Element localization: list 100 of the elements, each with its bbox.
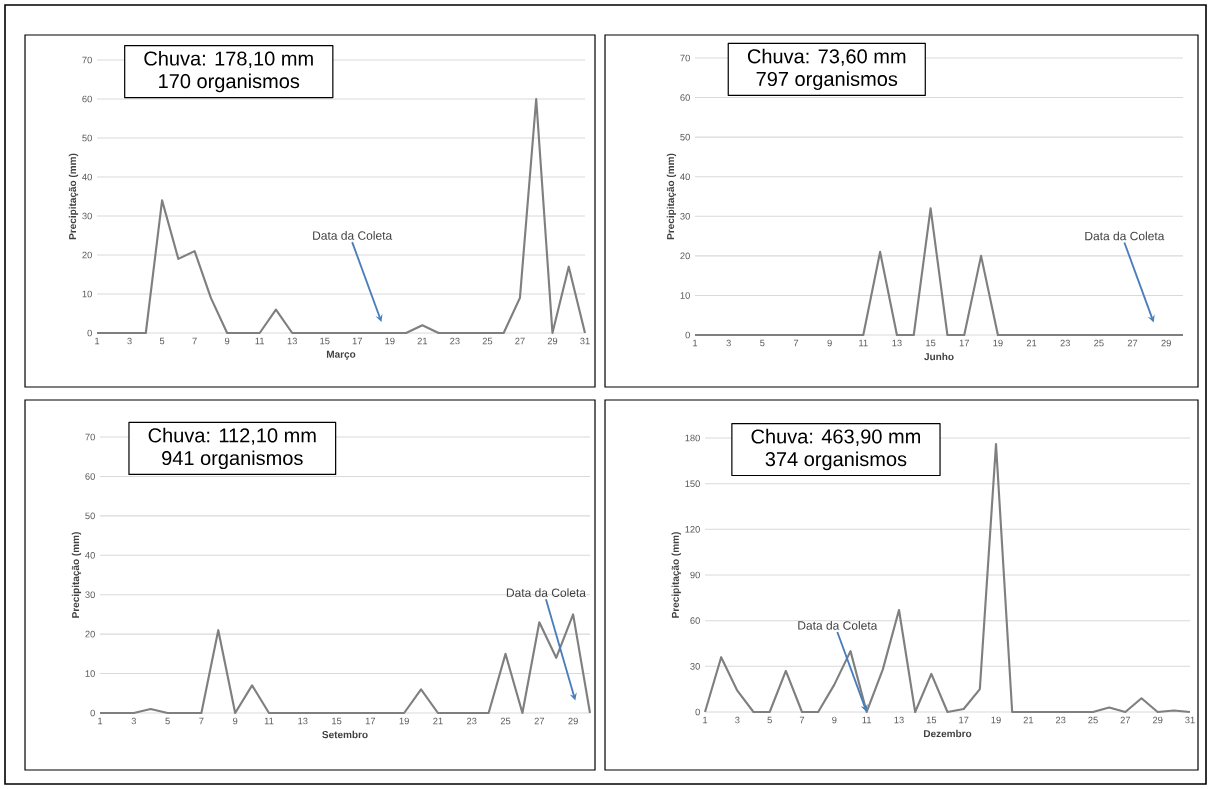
x-tick-label: 7 bbox=[799, 716, 805, 724]
y-tick-label: 70 bbox=[82, 56, 92, 64]
y-tick-label: 20 bbox=[82, 251, 92, 259]
x-axis-title: Março bbox=[326, 350, 356, 360]
x-tick-label: 5 bbox=[165, 717, 170, 725]
x-tick-label: 27 bbox=[1127, 339, 1138, 347]
x-tick-label: 15 bbox=[926, 716, 937, 724]
x-tick-label: 13 bbox=[287, 337, 297, 345]
x-tick-label: 3 bbox=[131, 717, 136, 725]
annotation: 941 organismos bbox=[162, 450, 303, 470]
x-tick-label: 1 bbox=[98, 717, 103, 725]
x-tick-label: 31 bbox=[580, 337, 590, 345]
x-tick-label: 5 bbox=[760, 339, 765, 347]
x-tick-label: 21 bbox=[433, 717, 443, 725]
y-tick-label: 20 bbox=[85, 630, 95, 638]
y-tick-label: 70 bbox=[85, 433, 95, 441]
y-axis-title: Precipitação (mm) bbox=[671, 532, 681, 618]
x-tick-label: 9 bbox=[233, 717, 238, 725]
y-axis-title: Precipitação (mm) bbox=[71, 532, 82, 618]
x-tick-label: 11 bbox=[859, 339, 868, 347]
x-tick-label: 19 bbox=[991, 716, 1001, 724]
y-axis-title: Precipitação (mm) bbox=[666, 153, 677, 240]
x-tick-label: 29 bbox=[1152, 716, 1163, 724]
annotation: Data da Coleta bbox=[313, 231, 393, 240]
y-tick-label: 60 bbox=[680, 94, 690, 101]
x-tick-label: 17 bbox=[352, 337, 362, 345]
y-tick-label: 50 bbox=[85, 512, 95, 520]
x-tick-label: 19 bbox=[993, 339, 1003, 347]
x-tick-label: 15 bbox=[332, 717, 342, 725]
y-tick-label: 180 bbox=[685, 434, 700, 442]
y-tick-label: 30 bbox=[85, 591, 95, 599]
y-tick-label: 0 bbox=[87, 329, 92, 337]
y-tick-label: 0 bbox=[685, 331, 690, 339]
y-tick-label: 30 bbox=[82, 212, 92, 220]
y-tick-label: 50 bbox=[82, 134, 92, 142]
x-tick-label: 25 bbox=[500, 717, 511, 725]
x-tick-label: 17 bbox=[959, 339, 969, 347]
annotation: Data da Coleta bbox=[798, 620, 878, 630]
y-tick-label: 70 bbox=[680, 54, 690, 62]
y-tick-label: 150 bbox=[685, 480, 700, 487]
x-tick-label: 7 bbox=[199, 717, 204, 725]
y-tick-label: 90 bbox=[690, 571, 700, 579]
y-tick-label: 120 bbox=[685, 526, 700, 533]
x-tick-label: 15 bbox=[320, 337, 330, 345]
x-tick-label: 27 bbox=[515, 337, 525, 345]
annotation: Chuva: 463,90 mm bbox=[751, 428, 921, 446]
x-tick-label: 11 bbox=[862, 716, 872, 724]
x-tick-label: 27 bbox=[534, 717, 545, 725]
x-tick-label: 25 bbox=[1094, 339, 1104, 347]
x-tick-label: 3 bbox=[726, 339, 731, 347]
x-tick-label: 17 bbox=[959, 716, 969, 724]
x-tick-label: 21 bbox=[1026, 339, 1037, 347]
x-tick-label: 19 bbox=[399, 717, 409, 725]
annotation: Data da Coleta bbox=[1085, 231, 1165, 241]
y-tick-label: 60 bbox=[690, 617, 700, 624]
y-axis-title: Precipitação (mm) bbox=[68, 153, 79, 240]
x-tick-label: 25 bbox=[482, 337, 493, 345]
annotation: Chuva: 112,10 mm bbox=[148, 427, 316, 445]
x-tick-label: 23 bbox=[1055, 716, 1066, 724]
x-tick-label: 21 bbox=[417, 337, 428, 345]
y-tick-label: 10 bbox=[680, 292, 690, 299]
x-axis-title: Junho bbox=[924, 352, 954, 361]
y-tick-label: 50 bbox=[680, 133, 690, 141]
x-tick-label: 19 bbox=[385, 337, 395, 345]
x-tick-label: 29 bbox=[547, 337, 558, 345]
x-tick-label: 29 bbox=[568, 717, 578, 725]
annotation: Chuva: 178,10 mm bbox=[144, 50, 313, 68]
x-tick-label: 9 bbox=[224, 337, 230, 345]
x-tick-label: 13 bbox=[892, 339, 902, 347]
y-tick-label: 30 bbox=[690, 663, 700, 670]
x-tick-label: 13 bbox=[894, 716, 904, 724]
y-tick-label: 10 bbox=[85, 670, 95, 677]
x-tick-label: 21 bbox=[1023, 716, 1034, 724]
x-tick-label: 5 bbox=[159, 337, 165, 345]
x-tick-label: 11 bbox=[264, 717, 274, 725]
x-tick-label: 1 bbox=[703, 716, 708, 724]
x-tick-label: 25 bbox=[1088, 716, 1098, 724]
y-tick-label: 0 bbox=[695, 708, 700, 716]
y-tick-label: 40 bbox=[85, 552, 95, 559]
annotation: 374 organismos bbox=[765, 451, 907, 471]
x-tick-label: 11 bbox=[255, 337, 265, 345]
x-tick-label: 3 bbox=[127, 337, 132, 345]
x-tick-label: 7 bbox=[793, 339, 799, 347]
x-axis-title: Dezembro bbox=[924, 729, 972, 738]
x-tick-label: 31 bbox=[1185, 716, 1195, 724]
x-tick-label: 7 bbox=[192, 337, 197, 345]
x-tick-label: 23 bbox=[466, 717, 477, 725]
annotation: Chuva: 73,60 mm bbox=[747, 48, 906, 66]
x-tick-label: 17 bbox=[365, 717, 376, 725]
annotation: 797 organismos bbox=[756, 71, 898, 90]
x-tick-label: 23 bbox=[450, 337, 460, 345]
x-tick-label: 15 bbox=[926, 339, 936, 347]
annotation: 170 organismos bbox=[159, 73, 300, 93]
y-tick-label: 60 bbox=[82, 95, 92, 103]
y-tick-label: 60 bbox=[85, 473, 95, 480]
x-tick-label: 13 bbox=[298, 717, 308, 725]
x-tick-label: 27 bbox=[1120, 716, 1131, 724]
y-tick-label: 20 bbox=[680, 252, 690, 260]
y-tick-label: 40 bbox=[680, 173, 690, 181]
x-tick-label: 3 bbox=[735, 716, 740, 724]
